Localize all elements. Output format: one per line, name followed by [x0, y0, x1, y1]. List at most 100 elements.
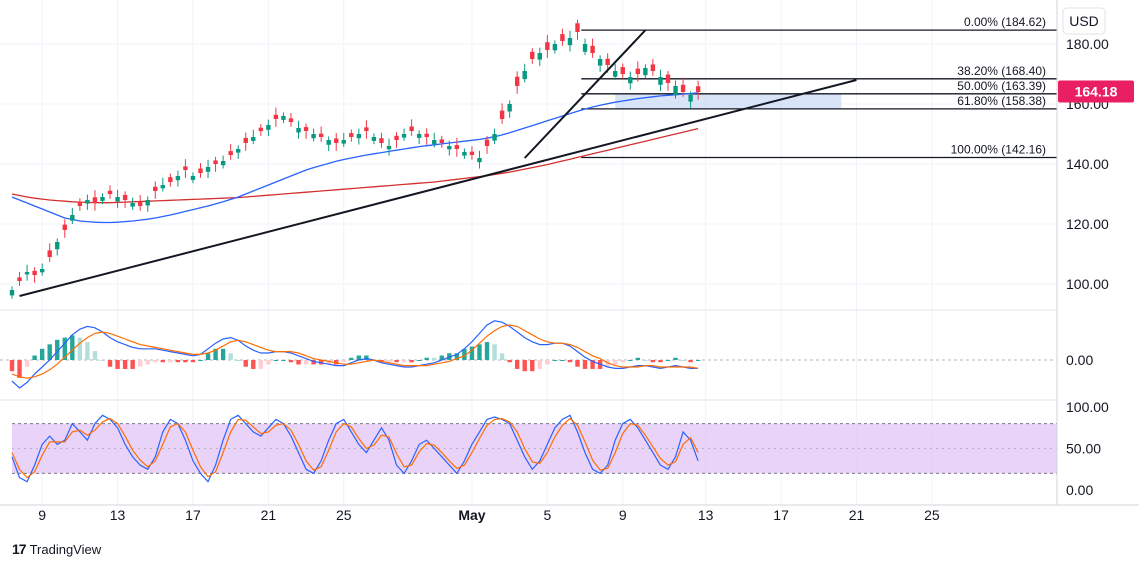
candle: [100, 193, 105, 205]
macd-hist-bar: [55, 339, 60, 360]
candle: [379, 132, 384, 148]
candle: [145, 196, 150, 212]
candle: [77, 198, 83, 211]
candle: [47, 243, 52, 262]
macd-signal-line: [11, 324, 699, 379]
macd-hist-bar: [635, 357, 641, 360]
y-axis-label: 120.00: [1066, 216, 1109, 232]
macd-hist-bar: [552, 360, 558, 361]
candle: [55, 238, 60, 256]
candle: [356, 128, 362, 145]
candle: [243, 132, 248, 151]
macd-hist-bar: [175, 360, 181, 363]
candle: [643, 64, 648, 79]
macd-hist-bar: [47, 344, 52, 360]
macd-hist-bar: [213, 348, 218, 360]
candle: [492, 128, 497, 144]
macd-hist-bar: [469, 346, 475, 360]
candle: [364, 120, 369, 139]
candle: [198, 163, 203, 178]
candle: [695, 80, 701, 100]
candle: [288, 113, 294, 127]
candle: [582, 38, 588, 56]
macd-hist-bar: [130, 360, 135, 369]
macd-hist-bar: [394, 360, 399, 363]
candle: [107, 185, 113, 199]
macd-hist-bar: [228, 353, 233, 360]
macd-hist-bar: [266, 360, 271, 365]
macd-hist-bar: [462, 348, 467, 360]
candle: [507, 100, 512, 118]
macd-hist-bar: [575, 360, 580, 367]
macd-hist-bar: [236, 360, 241, 361]
candle: [175, 170, 181, 187]
candle: [484, 136, 490, 154]
x-axis-label: 21: [261, 507, 277, 523]
macd-hist-bar: [349, 357, 354, 360]
macd-hist-bar: [288, 360, 294, 363]
macd-hist-bar: [32, 355, 37, 360]
macd-hist-bar: [205, 353, 211, 360]
candle: [522, 63, 527, 83]
macd-hist-bar: [107, 360, 113, 367]
x-axis-labels[interactable]: 9 13 17 21 25 May 5 9 13 17 21 25: [38, 507, 940, 523]
fib-level-label: 0.00% (184.62): [964, 15, 1046, 29]
candle: [9, 286, 15, 299]
candle: [401, 128, 407, 141]
macd-hist-bar: [650, 360, 656, 363]
candle: [303, 123, 309, 139]
candle: [439, 135, 444, 148]
macd-hist-bar: [439, 355, 444, 360]
y-axis-label: 100.00: [1066, 399, 1109, 415]
candle: [658, 69, 663, 92]
trendlines[interactable]: [19, 29, 857, 297]
y-axis-label: 180.00: [1066, 36, 1109, 52]
tradingview-brand[interactable]: 17 TradingView: [12, 541, 101, 557]
y-axis-labels[interactable]: 100.00120.00140.00160.00180.000.000.0050…: [1066, 36, 1109, 498]
macd-hist-bar: [183, 360, 188, 363]
macd-hist-bar: [613, 360, 618, 365]
macd-hist-bar: [507, 360, 512, 363]
candle: [416, 130, 422, 145]
brand-name: TradingView: [29, 541, 102, 557]
macd-hist-bar: [24, 360, 30, 367]
sma-fast-line: [11, 92, 699, 224]
macd-hist-bar: [401, 360, 407, 363]
candle: [341, 132, 346, 147]
x-axis-label: 5: [543, 507, 551, 523]
candle: [477, 150, 482, 169]
candle: [160, 177, 165, 192]
macd-hist-bar: [680, 360, 686, 361]
macd-line: [11, 320, 699, 389]
candle: [311, 128, 316, 142]
plot-area[interactable]: [0, 0, 1057, 505]
x-axis-label: 17: [185, 507, 201, 523]
macd-hist-bar: [85, 342, 90, 360]
candle: [552, 40, 558, 54]
impulse-leg[interactable]: [523, 29, 647, 159]
candle: [296, 120, 301, 139]
macd-hist-bar: [122, 360, 128, 369]
macd-hist-bar: [39, 348, 45, 360]
macd-hist-bar: [220, 348, 226, 360]
candle: [213, 156, 218, 172]
macd-hist-bar: [688, 360, 693, 363]
candle: [665, 71, 671, 91]
macd-hist-bar: [364, 355, 369, 360]
candle: [386, 138, 392, 156]
macd-hist-bar: [658, 360, 663, 363]
macd-hist-bar: [198, 360, 203, 361]
x-axis-label: 9: [38, 507, 46, 523]
candle: [530, 48, 535, 64]
macd-hist-bar: [251, 360, 256, 369]
candle: [537, 47, 542, 66]
fib-level-label: 38.20% (168.40): [957, 64, 1046, 78]
long-trendline[interactable]: [19, 79, 857, 297]
candle: [32, 267, 37, 283]
macd-hist-bar: [643, 360, 648, 361]
macd-hist-bar: [620, 360, 625, 363]
macd-hist-bar: [499, 353, 505, 360]
currency-badge[interactable]: USD: [1062, 7, 1106, 35]
candle: [258, 124, 264, 136]
